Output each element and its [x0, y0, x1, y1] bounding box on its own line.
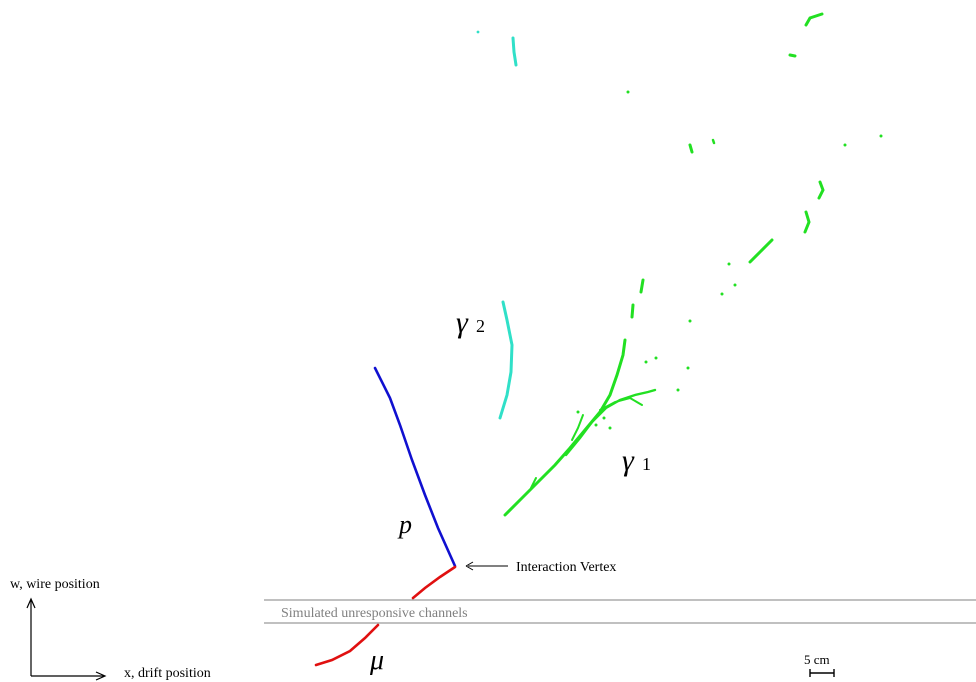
- scale-bar: [809, 669, 835, 677]
- proton-label: p: [397, 510, 412, 539]
- proton-track: [373, 366, 457, 568]
- gamma1-sub-label: 1: [642, 454, 651, 474]
- muon-track-upper: [411, 565, 457, 600]
- unresponsive-label: Simulated unresponsive channels: [281, 606, 468, 621]
- gamma1-shower: [503, 12, 883, 517]
- gamma2-shower: [476, 30, 518, 420]
- muon-track-lower: [314, 623, 380, 667]
- w-axis-label: w, wire position: [10, 577, 100, 592]
- scale-label: 5 cm: [804, 652, 830, 667]
- gamma2-sub-label: 2: [476, 316, 485, 336]
- gamma2-label: γ: [456, 306, 469, 339]
- unresponsive-band: Simulated unresponsive channels: [264, 599, 976, 624]
- vertex-arrow: [465, 561, 508, 571]
- muon-label: μ: [369, 645, 384, 676]
- x-axis-label: x, drift position: [124, 666, 211, 681]
- vertex-label: Interaction Vertex: [516, 560, 616, 575]
- gamma1-label: γ: [622, 444, 635, 477]
- axes-indicator: [26, 597, 107, 681]
